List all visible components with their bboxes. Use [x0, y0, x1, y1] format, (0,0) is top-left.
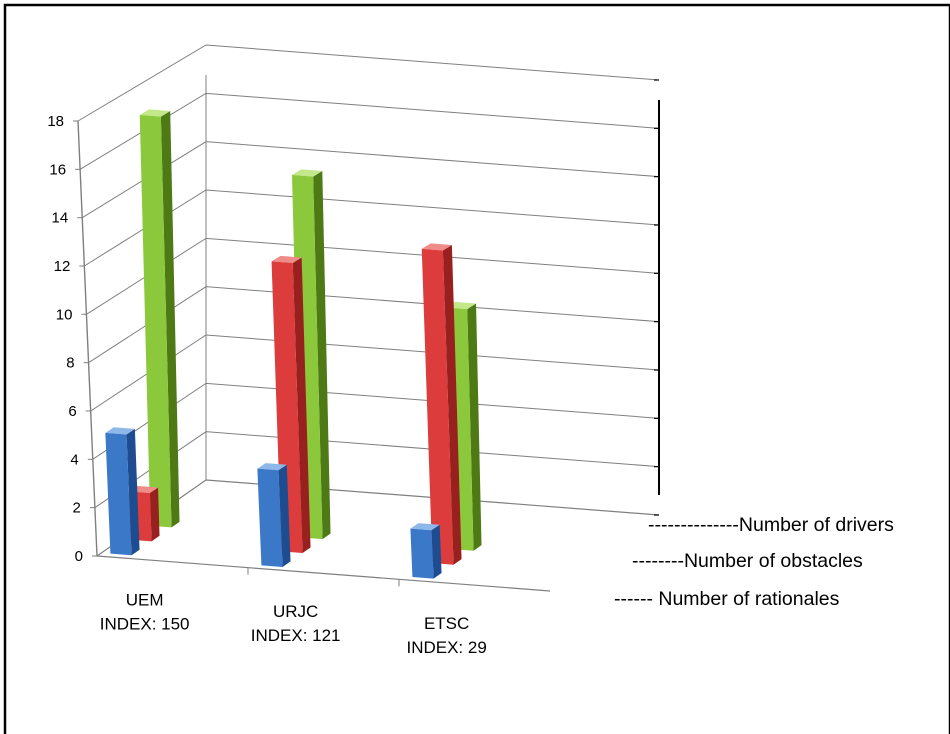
bar-front — [257, 468, 283, 567]
y-tick-label: 0 — [75, 548, 83, 565]
bar-front — [139, 114, 172, 528]
bar-uem-series-0 — [105, 427, 140, 556]
legend: --------------Number of drivers --------N… — [614, 514, 894, 610]
outer-border — [3, 3, 950, 734]
y-tick-label: 6 — [68, 403, 76, 420]
x-axis-categories: UEM INDEX: 150 URJC INDEX: 121 ETSC INDEX: 29 — [100, 567, 487, 657]
bar-top — [139, 109, 171, 117]
bar-side — [467, 303, 482, 551]
y-tick-label: 2 — [73, 500, 81, 517]
bar-top — [257, 463, 287, 471]
bar-top — [410, 523, 440, 531]
y-tick-label: 10 — [56, 306, 73, 323]
bar-side — [149, 487, 160, 542]
gridline — [94, 431, 660, 509]
bar-front — [105, 432, 132, 556]
y-tick-label: 12 — [54, 258, 71, 275]
y-tick-label: 16 — [49, 161, 66, 178]
y-tick-label: 8 — [66, 355, 74, 372]
floor-back-edge — [96, 479, 660, 557]
bar-side — [126, 428, 140, 556]
gridline — [77, 44, 660, 122]
y-tick-label: 14 — [52, 210, 69, 227]
legend-entry: --------Number of obstacles — [632, 550, 863, 572]
category-label: UEM — [126, 591, 164, 610]
chart-bars — [105, 109, 482, 579]
gridline — [90, 334, 660, 412]
bar-top — [271, 255, 302, 264]
bar-front — [421, 248, 454, 565]
y-tick-label: 4 — [70, 451, 78, 468]
gridline — [86, 237, 660, 315]
floor-front-edge — [96, 555, 551, 592]
bar-side — [160, 111, 180, 528]
y-axis-line — [77, 120, 98, 557]
gridline — [81, 141, 660, 219]
chart-walls — [77, 44, 660, 592]
bar-side — [313, 171, 331, 540]
category-index-label: INDEX: 29 — [406, 638, 486, 657]
category-index-label: INDEX: 150 — [100, 615, 190, 634]
bar-etsc-series-0 — [410, 523, 442, 579]
category-label: URJC — [273, 602, 318, 621]
category-index-label: INDEX: 121 — [251, 626, 341, 645]
gridline — [88, 286, 660, 364]
bar-side — [431, 524, 442, 579]
bar-side — [442, 244, 462, 565]
bar-top — [105, 427, 135, 435]
gridline — [79, 92, 660, 170]
bar-top — [421, 243, 452, 251]
bar-side — [278, 464, 291, 567]
y-axis-ticks: 0 2 4 6 8 10 12 14 16 18 — [47, 79, 659, 565]
bar-urjc-series-0 — [257, 463, 291, 567]
bar-etsc-series-1 — [421, 243, 462, 565]
bar-uem-series-2 — [139, 109, 180, 528]
legend-entry: --------------Number of drivers — [648, 514, 894, 536]
category-label: ETSC — [424, 614, 469, 633]
bar-top — [291, 169, 323, 177]
bar-front — [410, 528, 434, 579]
bar-side — [292, 257, 311, 554]
gridline — [84, 189, 660, 267]
y-tick-label: 18 — [47, 113, 64, 130]
legend-entry: ------ Number of rationales — [614, 588, 840, 610]
